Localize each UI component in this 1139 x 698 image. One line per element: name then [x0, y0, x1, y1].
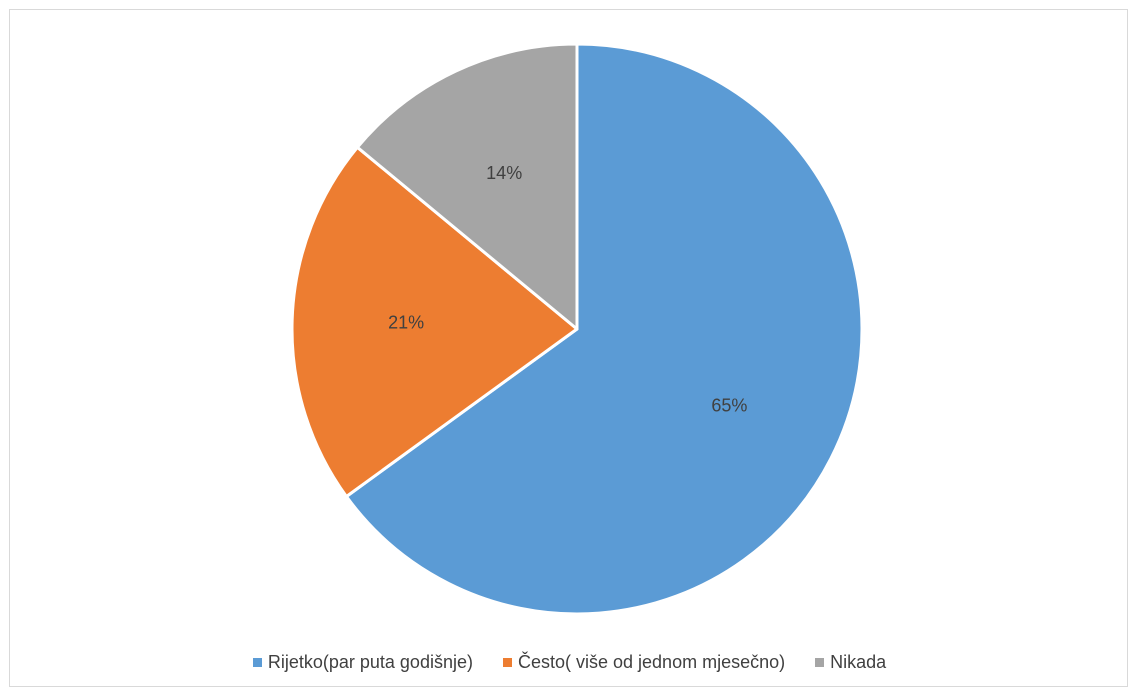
- data-label: 14%: [486, 163, 522, 183]
- legend-item: Rijetko(par puta godišnje): [252, 652, 473, 673]
- legend-swatch: [502, 658, 512, 667]
- legend-swatch: [252, 658, 262, 667]
- legend-label: Nikada: [830, 652, 887, 672]
- legend-item: Nikada: [815, 652, 886, 673]
- data-label: 65%: [711, 395, 747, 415]
- pie-slice: [344, 42, 864, 616]
- pie-slice: [290, 145, 579, 499]
- legend-label: Rijetko(par puta godišnje): [267, 652, 473, 672]
- legend-item: Često( više od jednom mjesečno): [502, 652, 786, 673]
- legend-swatch: [815, 658, 825, 667]
- chart-area: 65% 21% 14% Rijetko(par puta godišnje) Čes…: [9, 9, 1128, 687]
- pie-slice: [355, 42, 579, 331]
- data-label: 21%: [388, 312, 424, 332]
- legend-label: Često( više od jednom mjesečno): [517, 652, 786, 672]
- pie-chart: 65% 21% 14%: [290, 42, 864, 616]
- legend: Rijetko(par puta godišnje) Često( više o…: [10, 652, 1129, 673]
